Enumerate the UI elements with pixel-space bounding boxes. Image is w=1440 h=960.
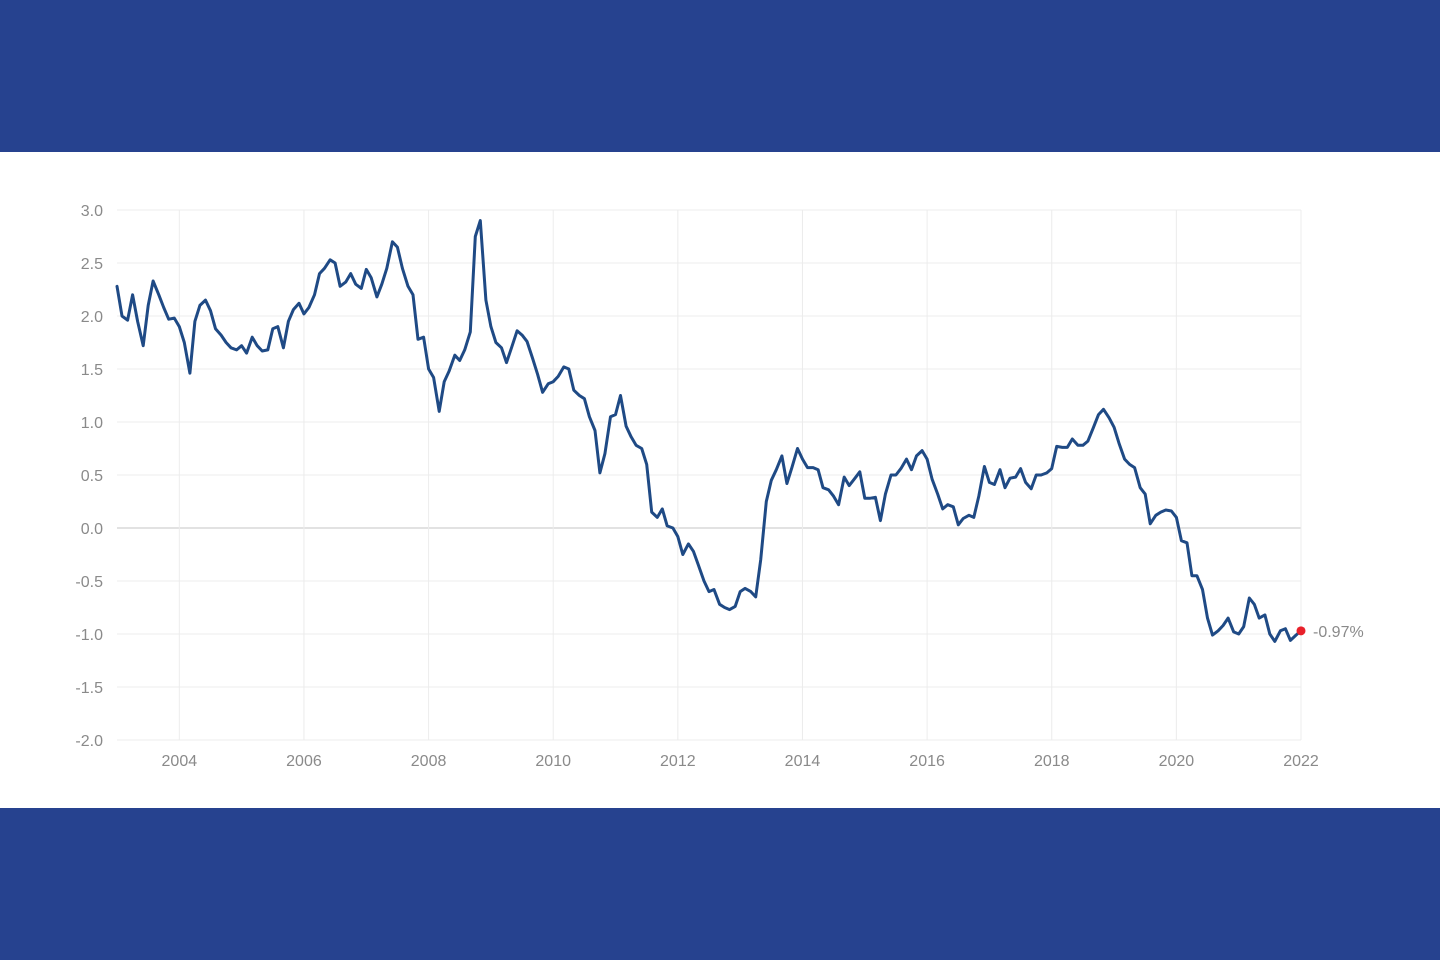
grid	[117, 209, 1302, 741]
y-tick-label: 2.0	[81, 309, 103, 326]
x-tick-label: 2012	[660, 753, 696, 770]
y-tick-label: 0.5	[81, 468, 103, 485]
x-tick-label: 2010	[535, 753, 571, 770]
y-tick-label: 0.0	[81, 521, 103, 538]
y-tick-label: 1.0	[81, 415, 103, 432]
y-tick-label: -2.0	[75, 733, 103, 750]
bottom-banner	[0, 808, 1440, 960]
chart-panel: 3.0 2.5 2.0 1.5 1.0 0.5 0.0 -0.5 -1.0 -1.5 -2.0 20…	[0, 152, 1440, 808]
x-tick-label: 2018	[1034, 753, 1070, 770]
y-tick-label: -1.0	[75, 627, 103, 644]
y-tick-label: 1.5	[81, 362, 103, 379]
y-tick-label: -1.5	[75, 680, 103, 697]
x-tick-label: 2004	[162, 753, 198, 770]
series-line	[115, 219, 1303, 643]
line-chart: 3.0 2.5 2.0 1.5 1.0 0.5 0.0 -0.5 -1.0 -1.5 -2.0 20…	[75, 203, 1364, 770]
top-banner	[0, 0, 1440, 152]
y-axis-ticks: 3.0 2.5 2.0 1.5 1.0 0.5 0.0 -0.5 -1.0 -1.5 -2.0	[75, 203, 103, 750]
x-tick-label: 2014	[785, 753, 821, 770]
x-tick-label: 2006	[286, 753, 322, 770]
end-value-label: -0.97%	[1313, 624, 1364, 641]
x-tick-label: 2022	[1283, 753, 1319, 770]
y-tick-label: 2.5	[81, 256, 103, 273]
x-tick-label: 2016	[909, 753, 945, 770]
x-tick-label: 2008	[411, 753, 447, 770]
end-point-marker	[1296, 626, 1306, 636]
y-tick-label: -0.5	[75, 574, 103, 591]
x-tick-label: 2020	[1159, 753, 1195, 770]
y-tick-label: 3.0	[81, 203, 103, 220]
x-axis-ticks: 2004 2006 2008 2010 2012 2014 2016 2018 2020 2022	[162, 753, 1319, 770]
